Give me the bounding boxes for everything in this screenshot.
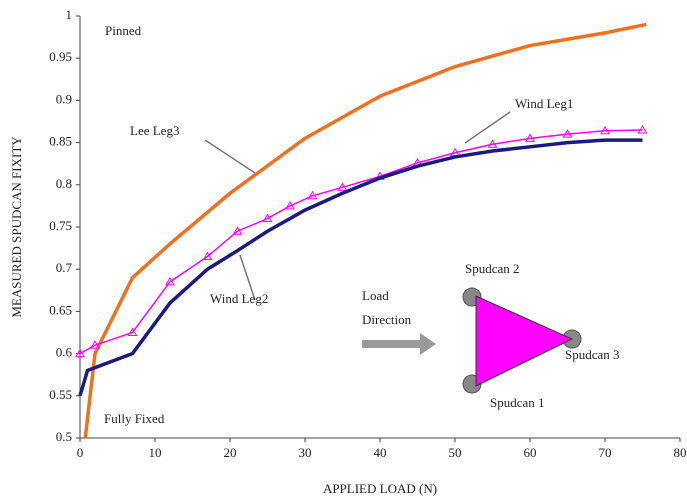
marker [90,340,100,349]
marker [262,213,273,223]
x-tick-label: 0 [77,445,84,460]
marker [600,125,610,135]
y-tick-label: 0.7 [56,260,73,275]
marker [637,124,648,134]
marker [307,190,318,200]
pointer [239,254,256,301]
x-axis-title: APPLIED LOAD (N) [323,481,437,496]
annotation: Pinned [105,23,142,38]
series-line [79,129,643,355]
x-tick-label: 60 [524,445,537,460]
y-tick-label: 0.55 [49,387,72,402]
x-tick-label: 30 [299,445,312,460]
pointer [204,139,259,176]
annotation: Spudcan 3 [565,347,620,362]
y-tick-label: 0.95 [49,49,72,64]
pointer [464,111,511,144]
annotation: Load [362,288,389,303]
series-line [78,138,643,397]
x-tick-label: 50 [449,445,462,460]
annotation: Spudcan 1 [490,395,545,410]
annotation: Lee Leg3 [130,123,179,138]
marker [165,276,175,286]
marker [487,139,498,148]
x-tick-label: 80 [674,445,687,460]
marker [127,327,138,336]
y-tick-label: 0.5 [56,429,72,444]
y-tick-label: 0.85 [49,134,72,149]
marker [525,133,535,142]
marker [232,226,243,235]
marker [562,129,573,138]
annotation: Spudcan 2 [465,261,520,276]
y-tick-label: 0.6 [56,345,73,360]
series-line [83,22,647,439]
y-tick-label: 0.65 [49,302,72,317]
triangle-platform [475,295,574,387]
x-tick-label: 20 [224,445,237,460]
y-tick-label: 1 [66,7,73,22]
annotation: Fully Fixed [104,411,165,426]
x-tick-label: 70 [599,445,612,460]
marker [337,182,348,191]
annotation: Wind Leg2 [210,291,268,306]
y-axis-title: MEASURED SPUDCAN FIXITY [9,136,24,318]
annotation: Direction [362,312,412,327]
y-tick-label: 0.8 [56,176,72,191]
marker [202,251,213,261]
annotation: Wind Leg1 [515,96,573,111]
x-tick-label: 40 [374,445,387,460]
arrow [362,333,436,355]
y-tick-label: 0.75 [49,218,72,233]
marker [285,200,295,210]
x-tick-label: 10 [149,445,162,460]
marker [75,348,85,358]
y-tick-label: 0.9 [56,91,72,106]
